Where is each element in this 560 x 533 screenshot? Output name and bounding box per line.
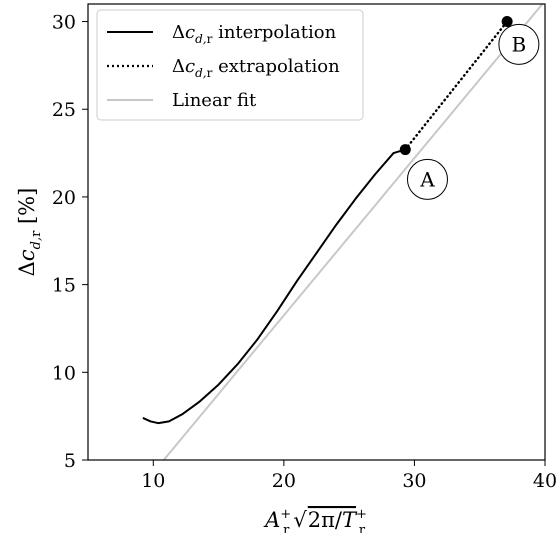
svg-text:Δcd,r extrapolation: Δcd,r extrapolation bbox=[172, 56, 340, 80]
annotation-a: A bbox=[406, 158, 448, 200]
x-tick-label: 30 bbox=[402, 470, 426, 492]
svg-text:Δcd,r interpolation: Δcd,r interpolation bbox=[172, 22, 337, 46]
legend-entry-interpolation: Δcd,r interpolation bbox=[107, 22, 337, 46]
annotation-circle bbox=[406, 158, 448, 200]
y-tick-label: 20 bbox=[52, 187, 76, 209]
y-axis-label: Δcd,r [%] bbox=[15, 188, 44, 277]
x-tick-label: 10 bbox=[141, 470, 165, 492]
y-tick-label: 15 bbox=[52, 275, 76, 297]
series-line-interpolation bbox=[142, 148, 406, 425]
annotation-circle bbox=[498, 23, 540, 65]
x-axis-label: A+ r √2π/T+ r bbox=[263, 507, 367, 533]
y-tick-label: 25 bbox=[52, 99, 76, 121]
x-tick-label: 20 bbox=[272, 470, 296, 492]
legend: Δcd,r interpolation Δcd,r extrapolation … bbox=[96, 9, 364, 121]
y-tick-label: 10 bbox=[52, 362, 76, 384]
marker-point-a bbox=[399, 144, 411, 156]
annotation-b: B bbox=[498, 23, 540, 65]
svg-text:Linear fit: Linear fit bbox=[172, 90, 257, 111]
x-tick-label: 40 bbox=[533, 470, 557, 492]
y-tick-label: 5 bbox=[64, 450, 76, 472]
annotation-label: A bbox=[419, 167, 435, 191]
svg-text:Δcd,r [%]: Δcd,r [%] bbox=[15, 188, 44, 277]
legend-entry-linear-fit: Linear fit bbox=[107, 90, 257, 111]
legend-box bbox=[96, 9, 364, 121]
annotation-label: B bbox=[512, 32, 527, 56]
y-tick-label: 30 bbox=[52, 12, 76, 34]
legend-entry-extrapolation: Δcd,r extrapolation bbox=[107, 56, 340, 80]
series-line-linear-fit bbox=[162, 4, 544, 460]
marker-point-b bbox=[501, 16, 513, 28]
svg-text:A+r√2π/T+r: A+ r √2π/T+ r bbox=[263, 507, 367, 533]
plot-area-frame bbox=[87, 3, 546, 461]
series-line-extrapolation bbox=[404, 20, 509, 151]
